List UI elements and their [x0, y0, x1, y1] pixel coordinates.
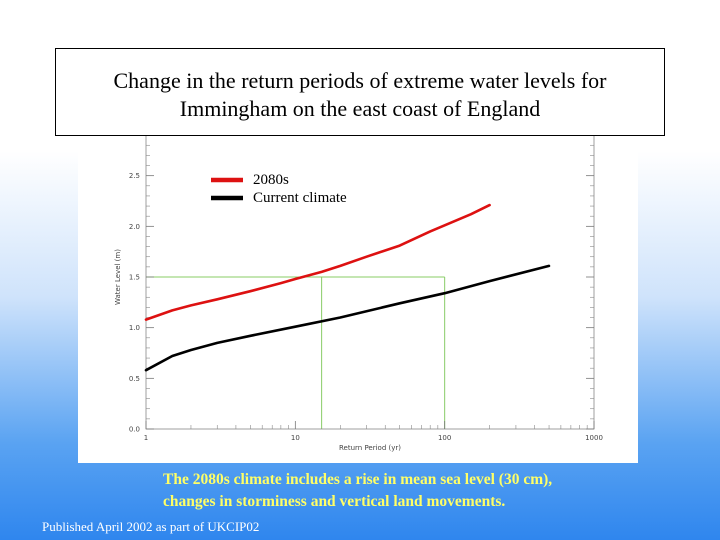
legend-label-current-climate: Current climate: [253, 190, 347, 206]
guide-lines: [146, 276, 446, 429]
series-line-2080s: [144, 203, 491, 321]
title-line-1: Change in the return periods of extreme …: [113, 68, 607, 93]
series-line-current-climate: [144, 264, 551, 372]
y-tick-label: 0.0: [129, 426, 140, 434]
x-tick-label: 100: [438, 434, 451, 442]
y-tick-label: 0.5: [129, 375, 140, 383]
x-tick-label: 1: [144, 434, 148, 442]
title-line-2: Immingham on the east coast of England: [179, 96, 541, 121]
x-tick-label: 1000: [585, 434, 603, 442]
chart-axes: 0.00.51.01.52.02.53.01101001000Return Pe…: [114, 122, 603, 453]
footer-note: Published April 2002 as part of UKCIP02: [42, 519, 260, 534]
caption: The 2080s climate includes a rise in mea…: [163, 469, 663, 513]
chart-series: [144, 203, 551, 372]
y-tick-label: 1.0: [129, 324, 140, 332]
y-tick-label: 2.5: [129, 172, 140, 180]
y-axis-label: Water Level (m): [114, 249, 122, 305]
chart-panel: 0.00.51.01.52.02.53.01101001000Return Pe…: [78, 118, 638, 463]
chart-legend: 2080s Current climate: [211, 172, 347, 206]
x-axis-label: Return Period (yr): [339, 444, 401, 452]
caption-line-2: changes in storminess and vertical land …: [163, 493, 506, 510]
water-level-chart: 0.00.51.01.52.02.53.01101001000Return Pe…: [114, 122, 603, 453]
y-tick-label: 1.5: [129, 274, 140, 282]
caption-line-1: The 2080s climate includes a rise in mea…: [163, 471, 553, 488]
x-tick-label: 10: [291, 434, 300, 442]
title-box: Change in the return periods of extreme …: [55, 48, 665, 136]
y-tick-label: 2.0: [129, 223, 140, 231]
legend-label-2080s: 2080s: [253, 172, 289, 188]
